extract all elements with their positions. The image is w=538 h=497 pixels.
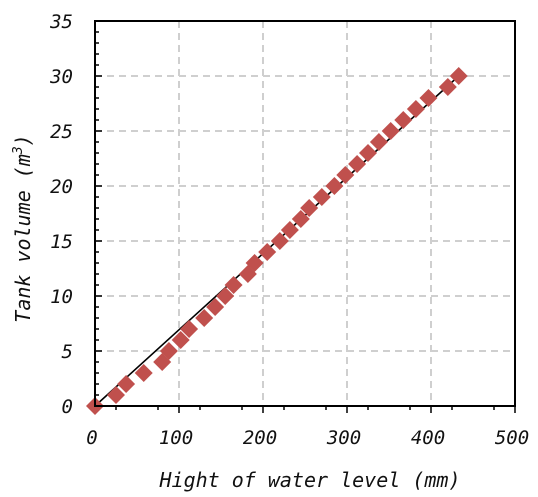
- y-tick-label: 20: [50, 176, 73, 198]
- data-point: [206, 298, 225, 316]
- data-point: [107, 386, 125, 404]
- data-point: [245, 254, 264, 272]
- data-point: [325, 177, 344, 195]
- x-axis-label: Hight of water level (mm): [158, 468, 460, 492]
- data-point: [419, 89, 438, 107]
- x-tick-label: 300: [326, 427, 361, 449]
- data-point: [449, 67, 468, 85]
- marker-layer: [86, 67, 468, 415]
- y-tick-label: 0: [62, 396, 73, 418]
- data-point: [159, 342, 178, 360]
- data-point: [280, 221, 299, 239]
- y-axis-label-main: Tank volume (m: [11, 154, 35, 323]
- data-point: [134, 364, 153, 382]
- x-tick-label: 400: [411, 427, 445, 449]
- data-point: [117, 375, 136, 393]
- data-point: [270, 232, 289, 250]
- y-tick-label: 10: [50, 286, 73, 308]
- data-point: [195, 309, 214, 327]
- y-axis-label-superscript: 3: [11, 146, 26, 155]
- grid-layer: [95, 21, 515, 406]
- data-point: [224, 276, 243, 294]
- data-point: [258, 243, 277, 261]
- y-tick-label: 30: [49, 66, 73, 88]
- data-point: [406, 100, 425, 118]
- x-tick-label: 500: [495, 427, 529, 449]
- y-axis-label: Tank volume (m3): [11, 134, 35, 322]
- tick-label-layer: 0 100 200 300 400 500 0 5 10 15 20 25 30 35: [49, 11, 529, 449]
- x-tick-label: 100: [159, 427, 193, 449]
- data-point: [216, 287, 235, 305]
- data-point: [300, 199, 319, 217]
- y-tick-label: 15: [50, 231, 73, 253]
- data-point: [438, 78, 457, 96]
- x-tick-label: 200: [243, 427, 277, 449]
- y-tick-label: 5: [62, 341, 73, 363]
- data-point: [359, 144, 377, 162]
- y-axis-label-end: ): [11, 134, 35, 146]
- data-point: [291, 210, 310, 228]
- y-tick-label: 25: [50, 121, 73, 143]
- data-point: [381, 122, 400, 140]
- data-point: [180, 320, 199, 338]
- data-point: [394, 111, 413, 129]
- data-point: [171, 331, 190, 349]
- plot-frame: [94, 20, 516, 407]
- data-point: [369, 133, 388, 151]
- y-tick-label: 35: [49, 11, 73, 33]
- x-tick-label: 0: [86, 427, 97, 449]
- data-point: [336, 166, 355, 184]
- data-point: [312, 188, 331, 206]
- data-point: [348, 155, 367, 173]
